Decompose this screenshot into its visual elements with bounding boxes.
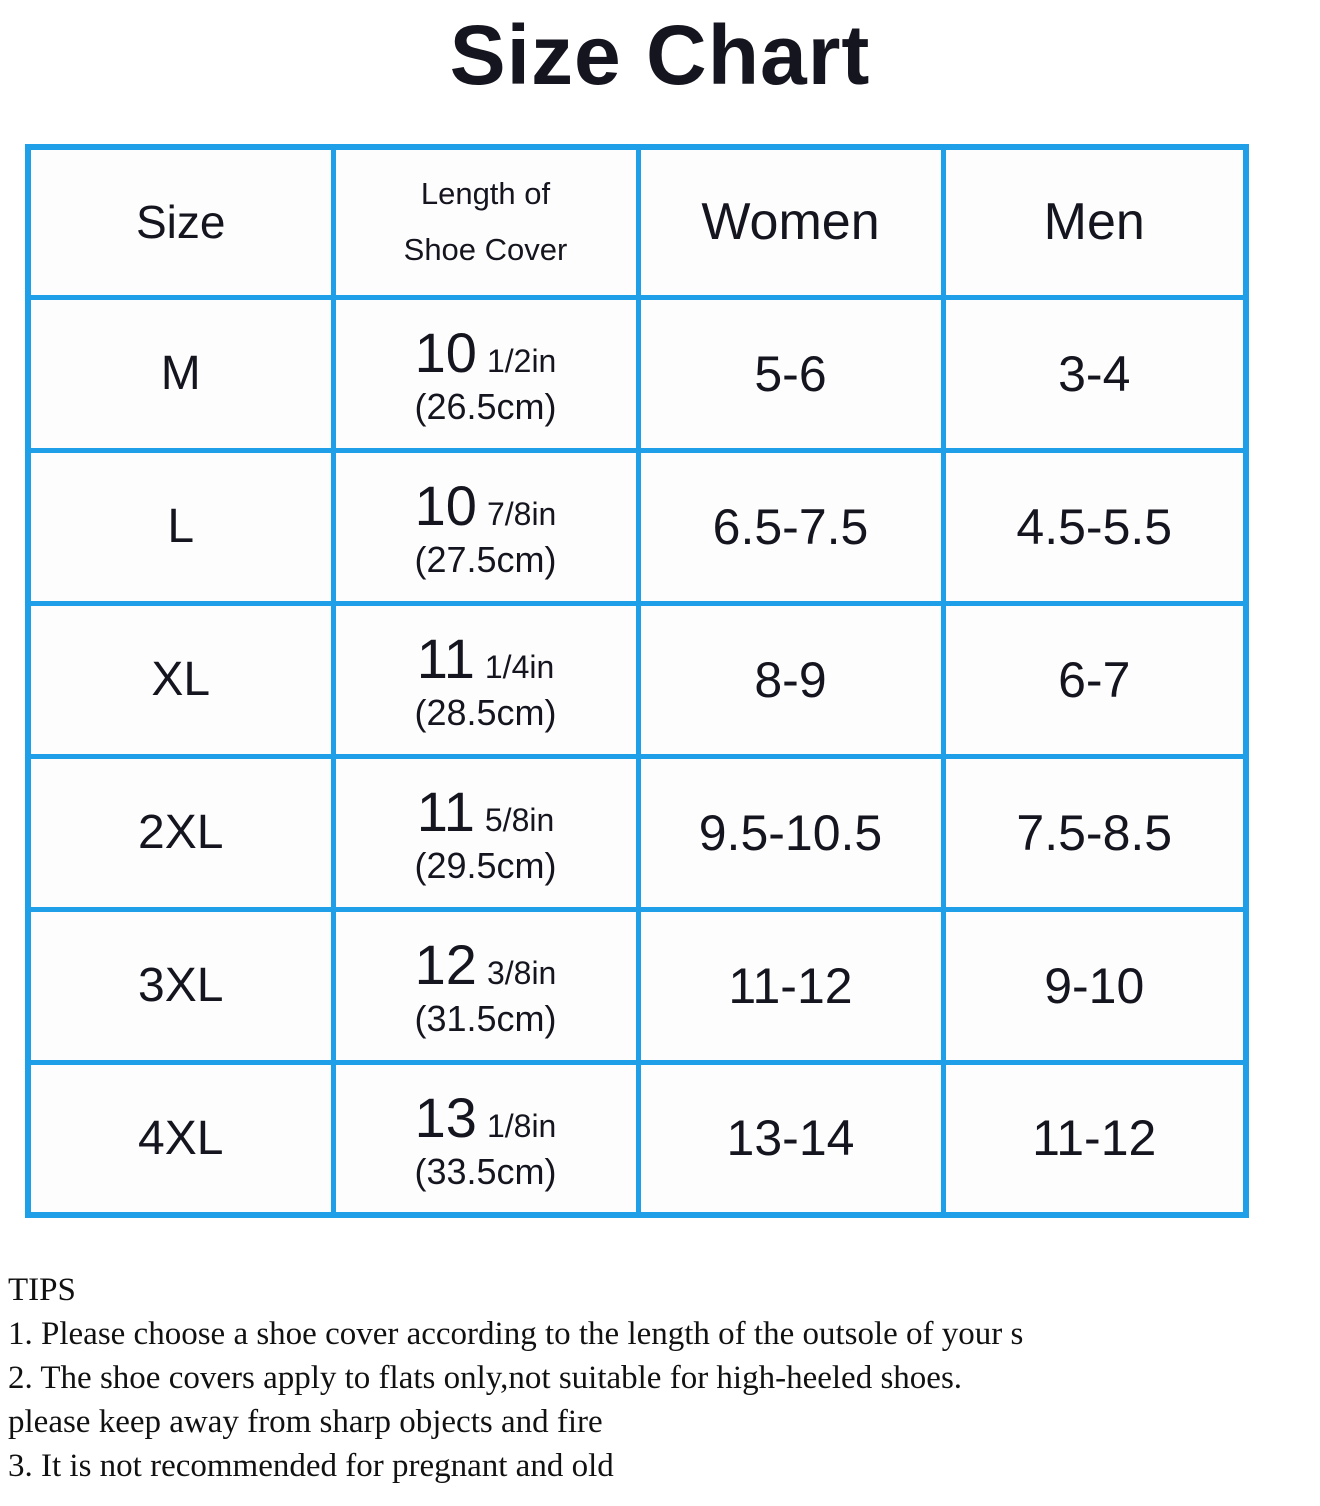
header-size: Size xyxy=(25,144,336,300)
length-fraction: 1/2in xyxy=(486,343,557,379)
length-fraction: 1/4in xyxy=(484,649,555,685)
women-cell: 5-6 xyxy=(635,294,946,453)
page-title: Size Chart xyxy=(449,8,871,102)
table-row: 4XL 13 1/8in (33.5cm) 13-14 11-12 xyxy=(25,1059,1249,1218)
length-inches: 12 xyxy=(414,933,477,996)
men-cell: 9-10 xyxy=(940,906,1249,1065)
length-inches: 10 xyxy=(414,321,477,384)
length-cm: (31.5cm) xyxy=(414,998,557,1039)
size-cell: M xyxy=(25,294,336,453)
size-cell: 2XL xyxy=(25,753,336,912)
length-cell: 13 1/8in (33.5cm) xyxy=(330,1059,641,1218)
table-row: XL 11 1/4in (28.5cm) 8-9 6-7 xyxy=(25,600,1249,759)
tips-line: 1. Please choose a shoe cover according … xyxy=(8,1316,1024,1352)
length-cm: (26.5cm) xyxy=(414,386,557,427)
header-length: Length of Shoe Cover xyxy=(330,144,641,300)
length-cell: 11 5/8in (29.5cm) xyxy=(330,753,641,912)
length-cell: 10 1/2in (26.5cm) xyxy=(330,294,641,453)
length-cell: 11 1/4in (28.5cm) xyxy=(330,600,641,759)
length-cell: 12 3/8in (31.5cm) xyxy=(330,906,641,1065)
length-inches: 10 xyxy=(414,474,477,537)
men-cell: 3-4 xyxy=(940,294,1249,453)
length-cm: (28.5cm) xyxy=(414,692,557,733)
size-chart-table: Size Length of Shoe Cover Women Men M 10… xyxy=(25,144,1249,1218)
tips-line: please keep away from sharp objects and … xyxy=(8,1404,603,1440)
women-cell: 13-14 xyxy=(635,1059,946,1218)
size-cell: XL xyxy=(25,600,336,759)
men-cell: 7.5-8.5 xyxy=(940,753,1249,912)
size-cell: L xyxy=(25,447,336,606)
header-length-line2: Shoe Cover xyxy=(403,232,568,268)
length-inches: 11 xyxy=(416,780,475,843)
tips-line: 3. It is not recommended for pregnant an… xyxy=(8,1448,614,1484)
table-header-row: Size Length of Shoe Cover Women Men xyxy=(25,144,1249,300)
length-cm: (29.5cm) xyxy=(414,845,557,886)
header-men: Men xyxy=(940,144,1249,300)
women-cell: 6.5-7.5 xyxy=(635,447,946,606)
table-row: L 10 7/8in (27.5cm) 6.5-7.5 4.5-5.5 xyxy=(25,447,1249,606)
size-cell: 4XL xyxy=(25,1059,336,1218)
table-row: 3XL 12 3/8in (31.5cm) 11-12 9-10 xyxy=(25,906,1249,1065)
length-cm: (33.5cm) xyxy=(414,1150,557,1192)
women-cell: 8-9 xyxy=(635,600,946,759)
tips-line: 2. The shoe covers apply to flats only,n… xyxy=(8,1360,963,1396)
table-row: 2XL 11 5/8in (29.5cm) 9.5-10.5 7.5-8.5 xyxy=(25,753,1249,912)
tips-heading: TIPS xyxy=(8,1272,76,1308)
men-cell: 4.5-5.5 xyxy=(940,447,1249,606)
length-fraction: 3/8in xyxy=(486,955,557,991)
length-fraction: 7/8in xyxy=(486,496,557,532)
tips-section: TIPS 1. Please choose a shoe cover accor… xyxy=(8,1268,1320,1488)
men-cell: 11-12 xyxy=(940,1059,1249,1218)
length-fraction: 5/8in xyxy=(484,802,555,838)
length-inches: 11 xyxy=(416,627,475,690)
header-women: Women xyxy=(635,144,946,300)
women-cell: 11-12 xyxy=(635,906,946,1065)
header-length-line1: Length of xyxy=(420,176,551,212)
length-fraction: 1/8in xyxy=(486,1107,557,1144)
table-row: M 10 1/2in (26.5cm) 5-6 3-4 xyxy=(25,294,1249,453)
women-cell: 9.5-10.5 xyxy=(635,753,946,912)
length-inches: 13 xyxy=(414,1085,477,1149)
men-cell: 6-7 xyxy=(940,600,1249,759)
size-cell: 3XL xyxy=(25,906,336,1065)
length-cm: (27.5cm) xyxy=(414,539,557,580)
length-cell: 10 7/8in (27.5cm) xyxy=(330,447,641,606)
